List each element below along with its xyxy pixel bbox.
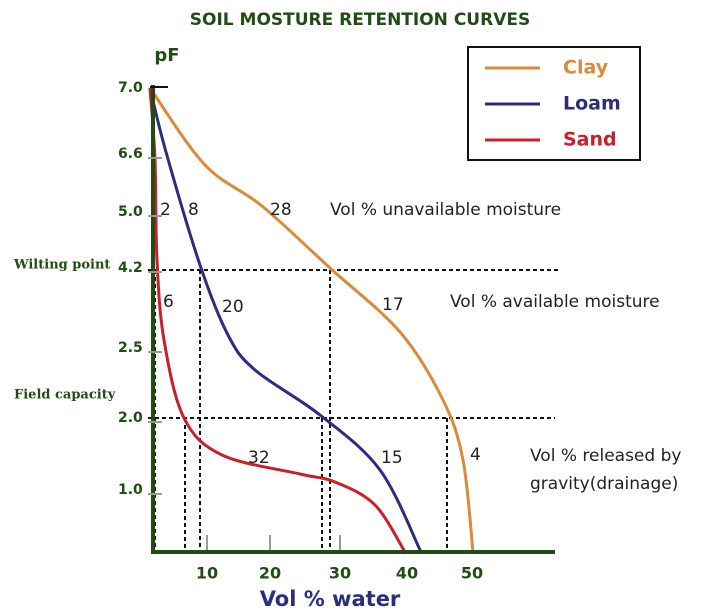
- curve: [148, 87, 423, 553]
- title: SOIL MOSTURE RETENTION CURVES: [190, 10, 530, 30]
- y-tick-label: 5.0: [118, 204, 143, 220]
- annotation: gravity(drainage): [530, 474, 678, 494]
- y-tick-label: 7.0: [118, 80, 143, 96]
- x-tick-label: 20: [259, 564, 281, 583]
- marker-label: Field capacity: [14, 388, 116, 403]
- x-axis-label: Vol % water: [260, 587, 401, 611]
- annotation: 6: [163, 292, 174, 312]
- legend-label: Loam: [563, 93, 621, 115]
- x-tick-label: 50: [461, 564, 483, 583]
- annotation: 28: [270, 200, 292, 220]
- marker-label: Wilting point: [13, 258, 110, 273]
- y-tick-label: 2.0: [118, 410, 143, 426]
- y-axis-label: pF: [154, 45, 179, 66]
- y-tick-label: 2.5: [118, 340, 143, 356]
- y-tick-label: 6.6: [118, 146, 143, 162]
- curve: [148, 87, 407, 553]
- y-tick-label: 1.0: [118, 482, 143, 498]
- annotation: 8: [188, 200, 199, 220]
- annotation: 32: [248, 448, 270, 468]
- annotation: Vol % unavailable moisture: [330, 200, 561, 220]
- y-tick-label: 4.2: [118, 260, 143, 276]
- x-tick-label: 30: [329, 564, 351, 583]
- legend-label: Clay: [563, 57, 609, 79]
- curve: [148, 87, 475, 553]
- guide-lines: [148, 269, 560, 552]
- annotation: Vol % available moisture: [450, 292, 660, 312]
- legend-box: [467, 46, 641, 161]
- annotation: 4: [470, 445, 481, 465]
- x-tick-label: 10: [196, 564, 218, 583]
- legend-label: Sand: [563, 129, 617, 151]
- annotation: 2: [160, 200, 171, 220]
- annotation: 17: [382, 295, 404, 315]
- x-tick-label: 40: [396, 564, 418, 583]
- annotation: Vol % released by: [530, 446, 681, 466]
- annotation: 15: [381, 448, 403, 468]
- annotation: 20: [222, 297, 244, 317]
